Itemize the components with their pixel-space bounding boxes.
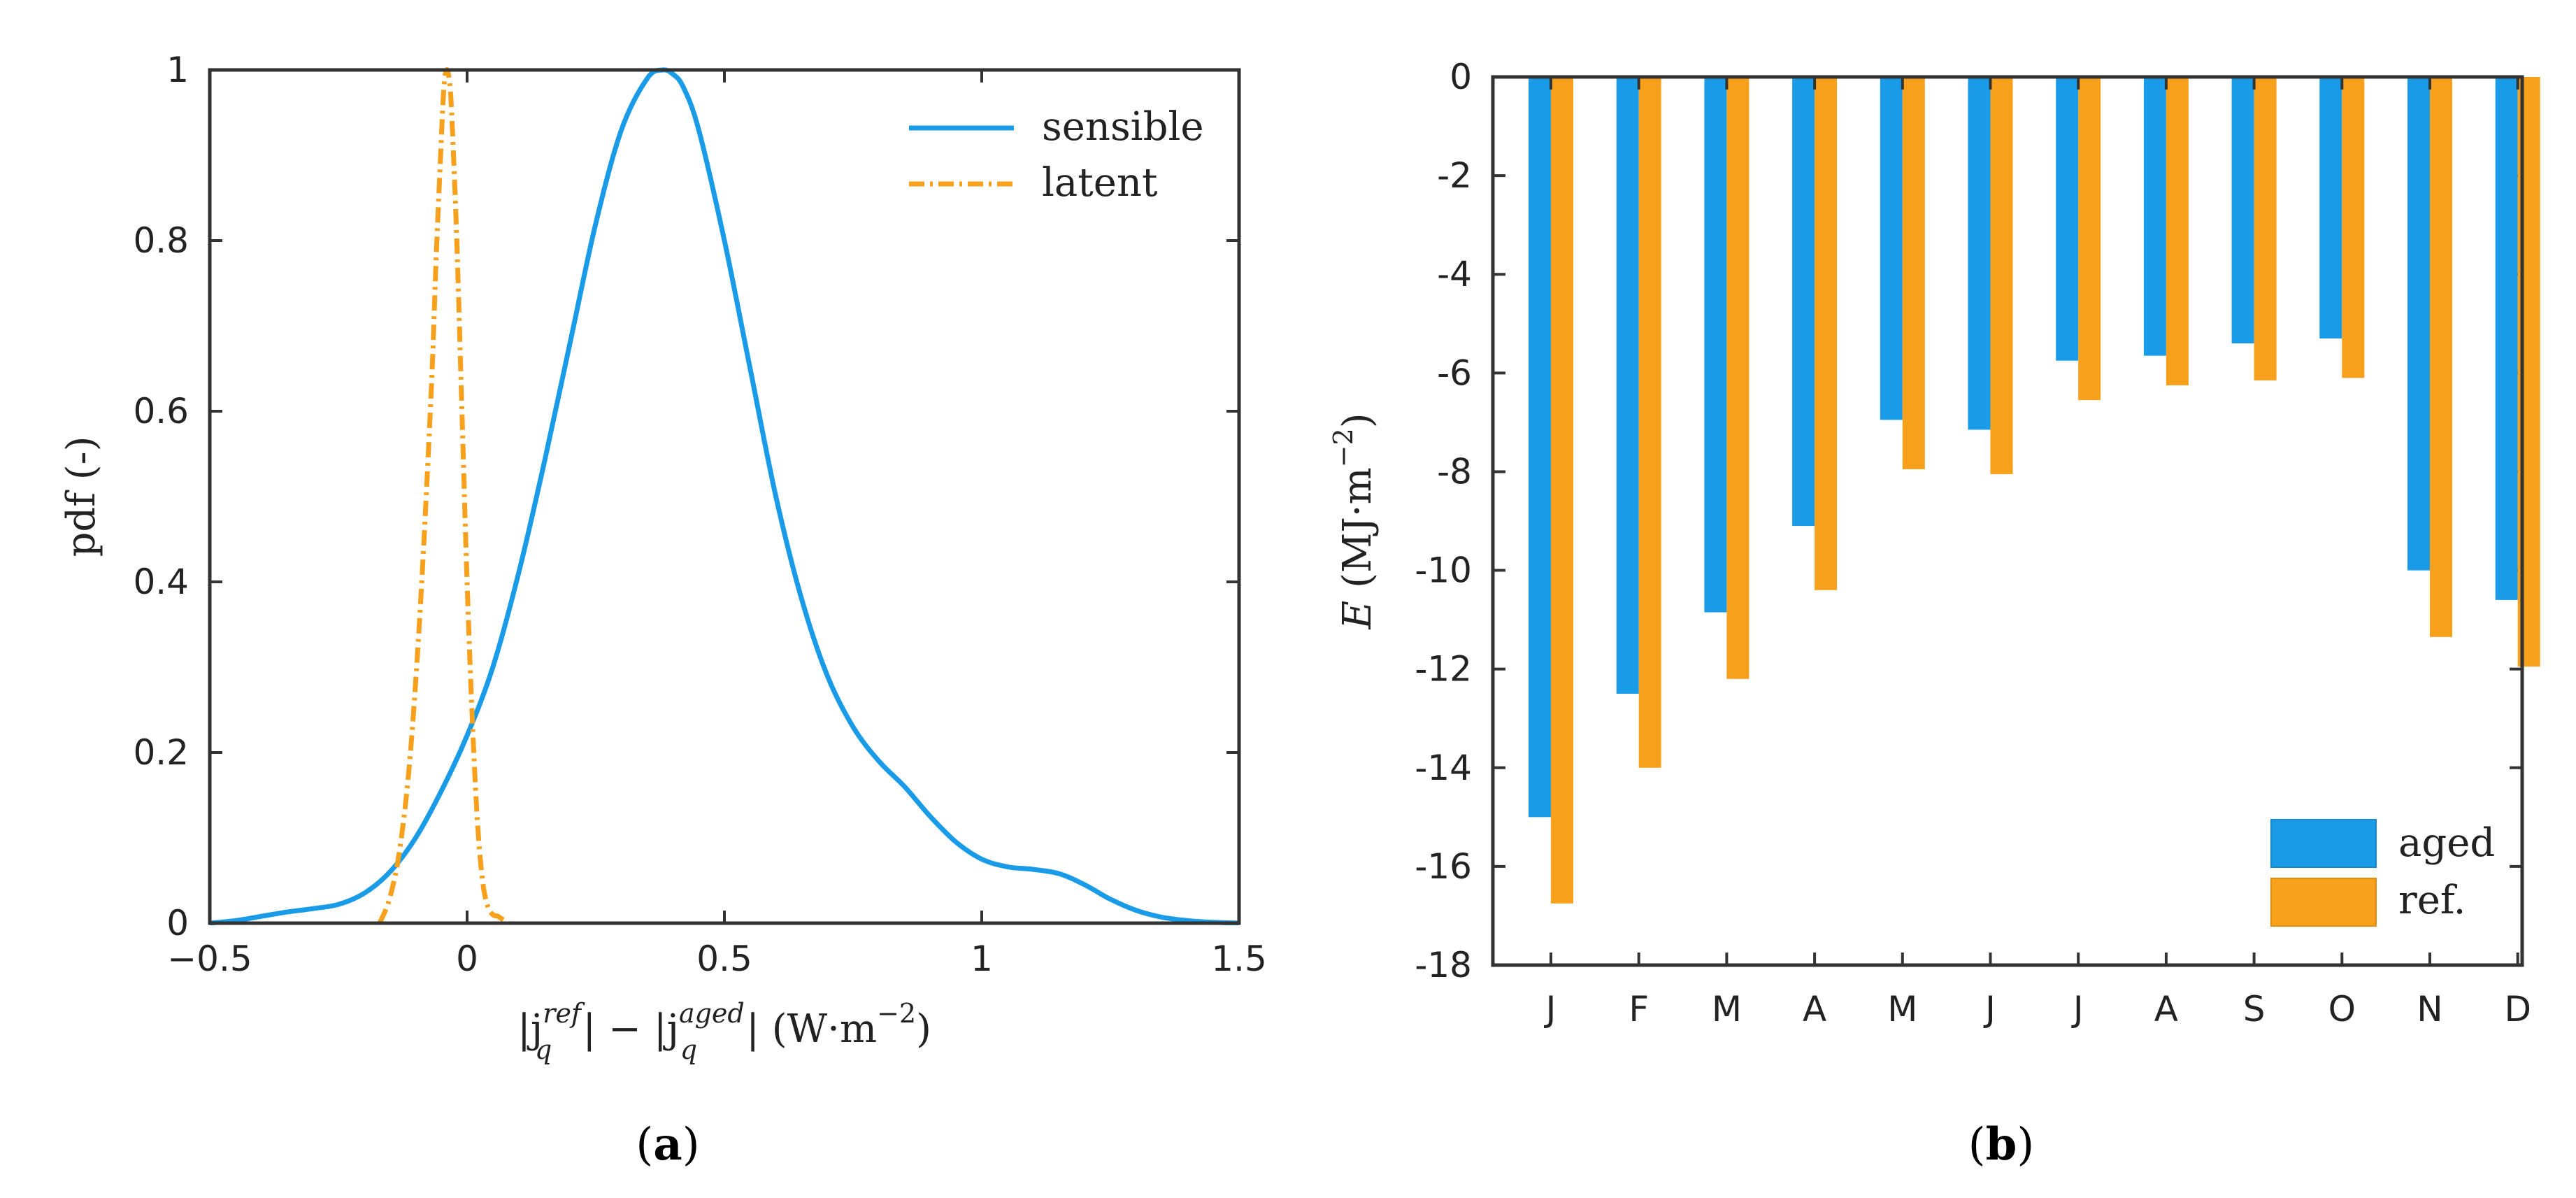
b-xtick-label: J <box>2071 989 2084 1029</box>
b-ytick-label: -16 <box>1415 846 1472 887</box>
b-ytick-label: 0 <box>1450 57 1472 97</box>
legend-label-latent: latent <box>1042 160 1158 206</box>
legend-label-aged: aged <box>2398 820 2495 866</box>
a-ytick-label: 0.8 <box>133 220 189 261</box>
b-ytick-label: -4 <box>1437 254 1472 294</box>
bar-aged <box>2407 77 2430 571</box>
bar-ref <box>1903 77 1925 469</box>
legend-swatch-aged <box>2271 820 2376 867</box>
a-xtick-label: 1 <box>971 939 993 979</box>
bar-ref <box>1551 77 1573 904</box>
panel-a-caption: (a) <box>636 1118 699 1171</box>
panel-b: 0 -2 -4 -6 -8 -10 -12 -14 -16 -18 J F M A M J J A S O N D ag… <box>1328 57 2540 1171</box>
a-xtick-label: 0.5 <box>696 939 752 979</box>
bar-aged <box>1529 77 1551 817</box>
b-xtick-label: M <box>1887 989 1917 1029</box>
a-ytick-label: 1 <box>166 50 189 90</box>
b-xtick-label: A <box>1803 989 1826 1029</box>
a-ytick-label: 0.4 <box>133 562 189 602</box>
b-xtick-label: N <box>2417 989 2442 1029</box>
b-xtick-label: J <box>1983 989 1996 1029</box>
bar-ref <box>1639 77 1661 768</box>
a-ytick-label: 0.6 <box>133 391 189 432</box>
legend-label-sensible: sensible <box>1042 104 1204 150</box>
figure: 00.20.40.60.81 −0.5 0 0.5 1 1.5 sensible lat… <box>0 0 2576 1198</box>
bar-aged <box>1792 77 1815 526</box>
bar-aged <box>1617 77 1639 694</box>
a-xtick-label: −0.5 <box>167 939 252 979</box>
b-xtick-label: O <box>2328 989 2356 1029</box>
b-ytick-label: -12 <box>1415 649 1472 690</box>
bar-aged <box>2056 77 2078 361</box>
b-ytick-label: -10 <box>1415 550 1472 591</box>
bar-aged <box>1880 77 1903 420</box>
bar-aged <box>2319 77 2342 338</box>
b-xtick-label: J <box>1544 989 1557 1029</box>
bar-ref <box>1726 77 1749 679</box>
bar-ref <box>2166 77 2189 385</box>
bar-aged <box>1968 77 1991 429</box>
bar-ref <box>2078 77 2101 400</box>
bar-ref <box>2254 77 2277 380</box>
b-xtick-label: A <box>2154 989 2178 1029</box>
panel-a-xlabel: |jref q | − |jaged q | (W·m−2) <box>517 998 931 1065</box>
bar-aged <box>2232 77 2254 343</box>
bar-ref <box>1815 77 1837 590</box>
b-ytick-label: -2 <box>1437 155 1472 196</box>
panel-a: 00.20.40.60.81 −0.5 0 0.5 1 1.5 sensible lat… <box>59 50 1267 1171</box>
panel-b-ylabel: E (MJ·m−2) <box>1328 413 1380 629</box>
a-ytick-label: 0.2 <box>133 732 189 773</box>
b-xtick-label: M <box>1712 989 1742 1029</box>
panel-a-ylabel: pdf (-) <box>59 436 104 557</box>
bar-aged <box>2144 77 2166 356</box>
b-ytick-label: -14 <box>1415 748 1472 788</box>
bar-ref <box>1991 77 2013 474</box>
b-xtick-label: F <box>1629 989 1649 1029</box>
b-xtick-label: S <box>2243 989 2266 1029</box>
bar-ref <box>2430 77 2452 637</box>
a-ytick-label: 0 <box>166 903 189 943</box>
legend-swatch-ref <box>2271 878 2376 926</box>
legend-label-ref: ref. <box>2398 878 2466 923</box>
bar-aged <box>2496 77 2518 600</box>
a-xtick-label: 0 <box>456 939 478 979</box>
b-xtick-label: D <box>2504 989 2531 1029</box>
panel-b-caption: (b) <box>1968 1118 2035 1171</box>
b-ytick-label: -18 <box>1415 945 1472 985</box>
bar-aged <box>1704 77 1726 613</box>
a-xtick-label: 1.5 <box>1211 939 1267 979</box>
bar-ref <box>2342 77 2364 378</box>
b-ytick-label: -6 <box>1437 352 1472 393</box>
b-ytick-label: -8 <box>1437 451 1472 492</box>
